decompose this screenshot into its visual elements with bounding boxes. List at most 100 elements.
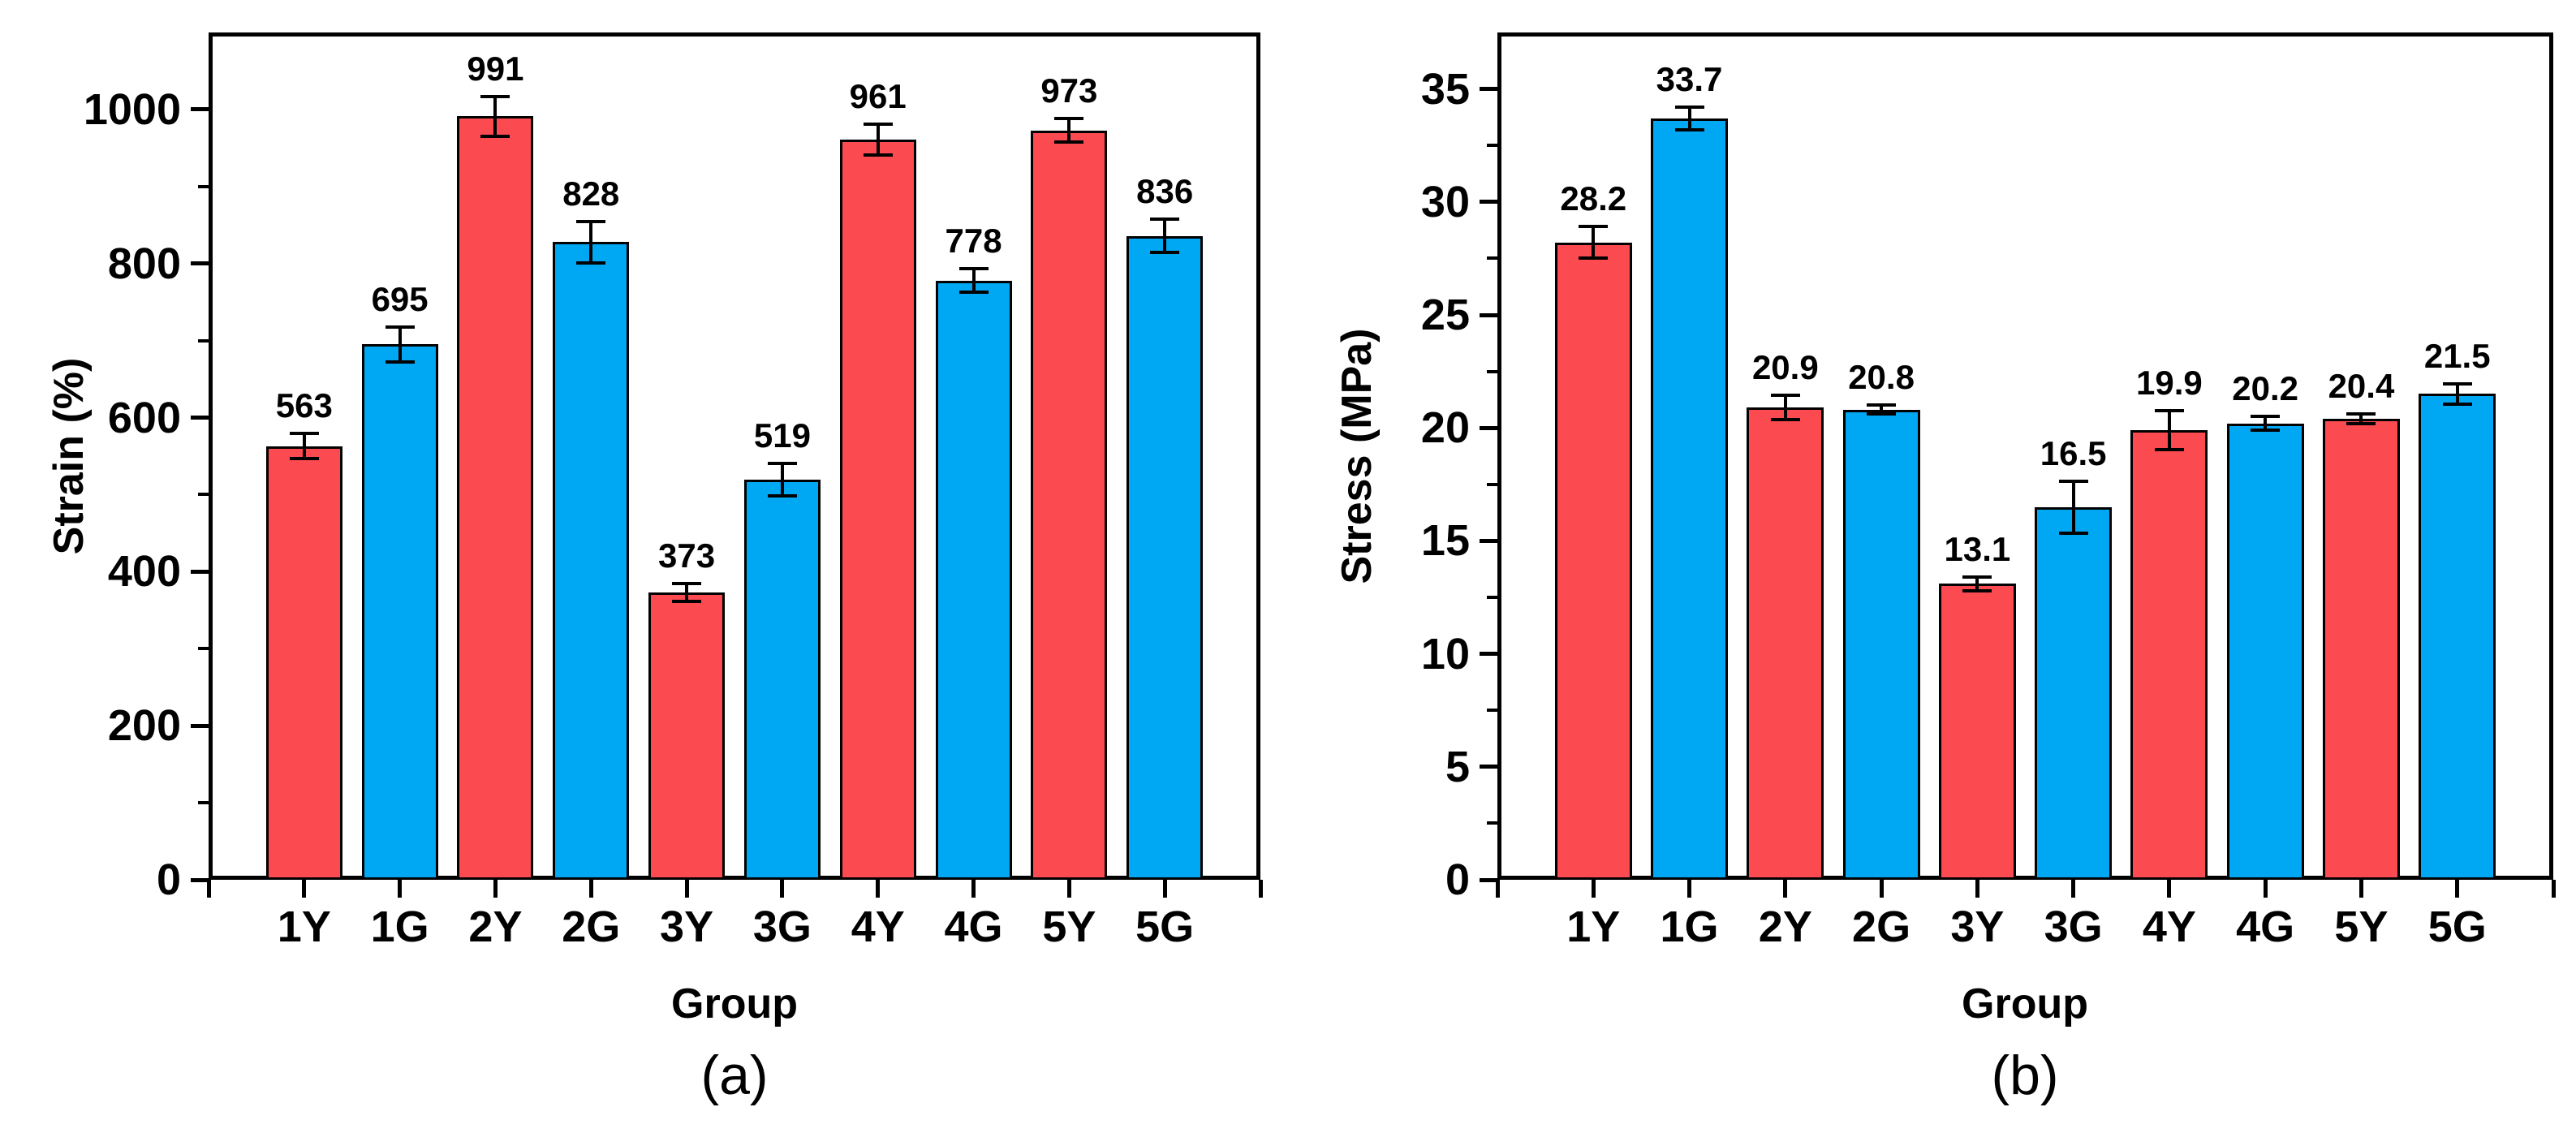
x-axis-tick-label: 1Y	[1566, 903, 1621, 951]
x-axis-major-tick	[302, 880, 307, 898]
x-axis-tick-label: 2Y	[468, 903, 523, 951]
error-bar-line	[2071, 480, 2075, 533]
bar-2y	[457, 116, 534, 880]
bar-value-label: 20.2	[2232, 369, 2299, 408]
error-bar-cap-top	[1962, 575, 1992, 579]
x-axis-tick-label: 3G	[2044, 903, 2103, 951]
x-axis-major-tick	[1879, 880, 1884, 898]
bar-value-label: 20.4	[2328, 367, 2395, 406]
error-bar-line	[1880, 405, 1884, 415]
x-axis-edge-tick	[1258, 880, 1263, 898]
y-axis-minor-tick	[198, 338, 209, 342]
error-bar-line	[398, 326, 402, 363]
x-axis-tick-label: 1Y	[277, 903, 331, 951]
error-bar-cap-bottom	[1579, 256, 1609, 261]
y-axis-minor-tick	[1487, 482, 1497, 486]
x-axis-tick-label: 4Y	[2142, 903, 2196, 951]
error-bar-cap-top	[2442, 381, 2472, 386]
x-axis-major-tick	[971, 880, 976, 898]
y-axis-tick-label: 25	[1420, 291, 1470, 339]
x-axis-major-tick	[398, 880, 403, 898]
x-axis-tick-label: 5Y	[2334, 903, 2389, 951]
x-axis-major-tick	[684, 880, 689, 898]
x-axis-tick-label: 4G	[944, 903, 1003, 951]
y-axis-minor-tick	[1487, 596, 1497, 599]
error-bar-cap-top	[1150, 217, 1180, 221]
stress-x-axis-title: Group	[1962, 980, 2088, 1027]
x-axis-major-tick	[2358, 880, 2363, 898]
error-bar-line	[493, 96, 498, 137]
error-bar-line	[971, 269, 976, 292]
error-bar-cap-top	[576, 219, 606, 223]
x-axis-major-tick	[1783, 880, 1788, 898]
x-axis-major-tick	[1687, 880, 1692, 898]
x-axis-tick-label: 4G	[2236, 903, 2295, 951]
bar-2y	[1747, 407, 1824, 880]
y-axis-minor-tick	[198, 801, 209, 805]
error-bar-line	[2167, 411, 2171, 450]
error-bar-cap-top	[1867, 403, 1897, 407]
error-bar-cap-top	[1674, 105, 1704, 109]
x-axis-tick-label: 3Y	[1950, 903, 2005, 951]
y-axis-minor-tick	[1487, 821, 1497, 825]
x-axis-major-tick	[1591, 880, 1596, 898]
bar-value-label: 519	[753, 416, 811, 455]
error-bar-line	[1592, 226, 1596, 259]
x-axis-major-tick	[2455, 880, 2460, 898]
bar-5g	[2419, 394, 2496, 880]
error-bar-cap-bottom	[1150, 251, 1180, 255]
bar-1y	[265, 446, 342, 880]
error-bar-cap-top	[863, 122, 893, 126]
bar-4g	[2226, 423, 2304, 880]
y-axis-major-tick	[1480, 538, 1497, 543]
x-axis-major-tick	[1066, 880, 1071, 898]
error-bar-cap-top	[767, 462, 797, 466]
y-axis-tick-label: 0	[1445, 855, 1470, 904]
error-bar-cap-bottom	[2058, 531, 2088, 535]
bar-value-label: 13.1	[1944, 529, 2011, 568]
y-axis-major-tick	[1480, 200, 1497, 205]
error-bar-line	[685, 583, 689, 602]
error-bar-line	[2359, 414, 2363, 424]
error-bar-cap-bottom	[863, 153, 893, 157]
x-axis-tick-label: 2G	[1852, 903, 1911, 951]
error-bar-cap-bottom	[385, 360, 415, 364]
error-bar-cap-bottom	[958, 290, 989, 294]
x-axis-major-tick	[780, 880, 785, 898]
y-axis-tick-label: 30	[1420, 177, 1470, 226]
error-bar-line	[1975, 576, 1979, 591]
error-bar-line	[1783, 394, 1787, 420]
bar-value-label: 828	[562, 174, 620, 213]
bar-1g	[361, 344, 438, 880]
error-bar-cap-top	[672, 581, 702, 585]
x-axis-major-tick	[2071, 880, 2076, 898]
y-axis-tick-label: 0	[156, 855, 181, 904]
error-bar-line	[876, 123, 880, 155]
bar-3y	[648, 592, 726, 880]
strain-x-axis-title: Group	[671, 980, 798, 1027]
x-axis-tick-label: 3G	[752, 903, 812, 951]
error-bar-cap-top	[1054, 117, 1084, 121]
bar-value-label: 991	[467, 49, 524, 88]
error-bar-cap-top	[2058, 479, 2088, 483]
error-bar-line	[302, 433, 306, 459]
bar-value-label: 563	[275, 386, 333, 425]
bar-2g	[1842, 409, 1920, 880]
error-bar-cap-bottom	[1962, 588, 1992, 592]
error-bar-cap-top	[289, 432, 319, 436]
error-bar-line	[1067, 118, 1071, 142]
bar-value-label: 20.8	[1848, 358, 1915, 397]
bar-4g	[935, 280, 1012, 880]
y-axis-major-tick	[191, 569, 209, 574]
y-axis-major-tick	[191, 416, 209, 420]
error-bar-cap-top	[1770, 393, 1800, 397]
x-axis-tick-label: 1G	[370, 903, 429, 951]
y-axis-tick-label: 15	[1420, 516, 1470, 566]
x-axis-major-tick	[2263, 880, 2268, 898]
error-bar-cap-bottom	[1770, 418, 1800, 422]
x-axis-major-tick	[876, 880, 881, 898]
error-bar-line	[2455, 383, 2459, 404]
panel-label-b: (b)	[1991, 1045, 2059, 1106]
y-axis-major-tick	[191, 107, 209, 112]
